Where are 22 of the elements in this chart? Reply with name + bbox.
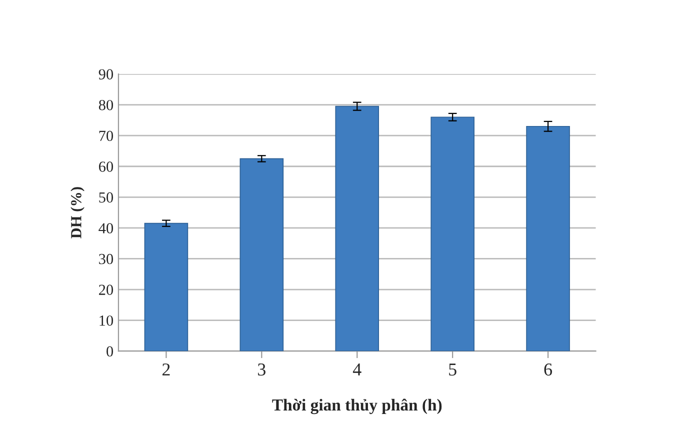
- y-tick-label: 20: [99, 284, 114, 295]
- y-tick-label: 30: [99, 254, 114, 264]
- y-tick-label: 40: [98, 223, 114, 234]
- bar: [526, 126, 570, 352]
- x-tick-label: 4: [352, 364, 362, 376]
- y-tick-label: 80: [98, 100, 114, 110]
- x-tick-label: 3: [258, 363, 266, 376]
- x-tick-label: 5: [449, 364, 456, 376]
- x-tick-label: 2: [162, 363, 170, 376]
- y-tick-label: 60: [98, 162, 114, 172]
- x-tick-label: 6: [544, 363, 552, 376]
- bar: [430, 116, 474, 352]
- bar: [144, 222, 188, 352]
- bar: [335, 106, 380, 352]
- y-axis-title: DH (%): [70, 187, 84, 238]
- y-tick-label: 10: [100, 315, 114, 326]
- y-tick-label: 90: [98, 69, 114, 80]
- x-axis-title: Thời gian thủy phân (h): [272, 398, 442, 414]
- y-tick-label: 50: [99, 192, 114, 203]
- bar: [240, 158, 284, 352]
- y-tick-label: 70: [99, 130, 114, 142]
- y-tick-label: 0: [106, 346, 114, 357]
